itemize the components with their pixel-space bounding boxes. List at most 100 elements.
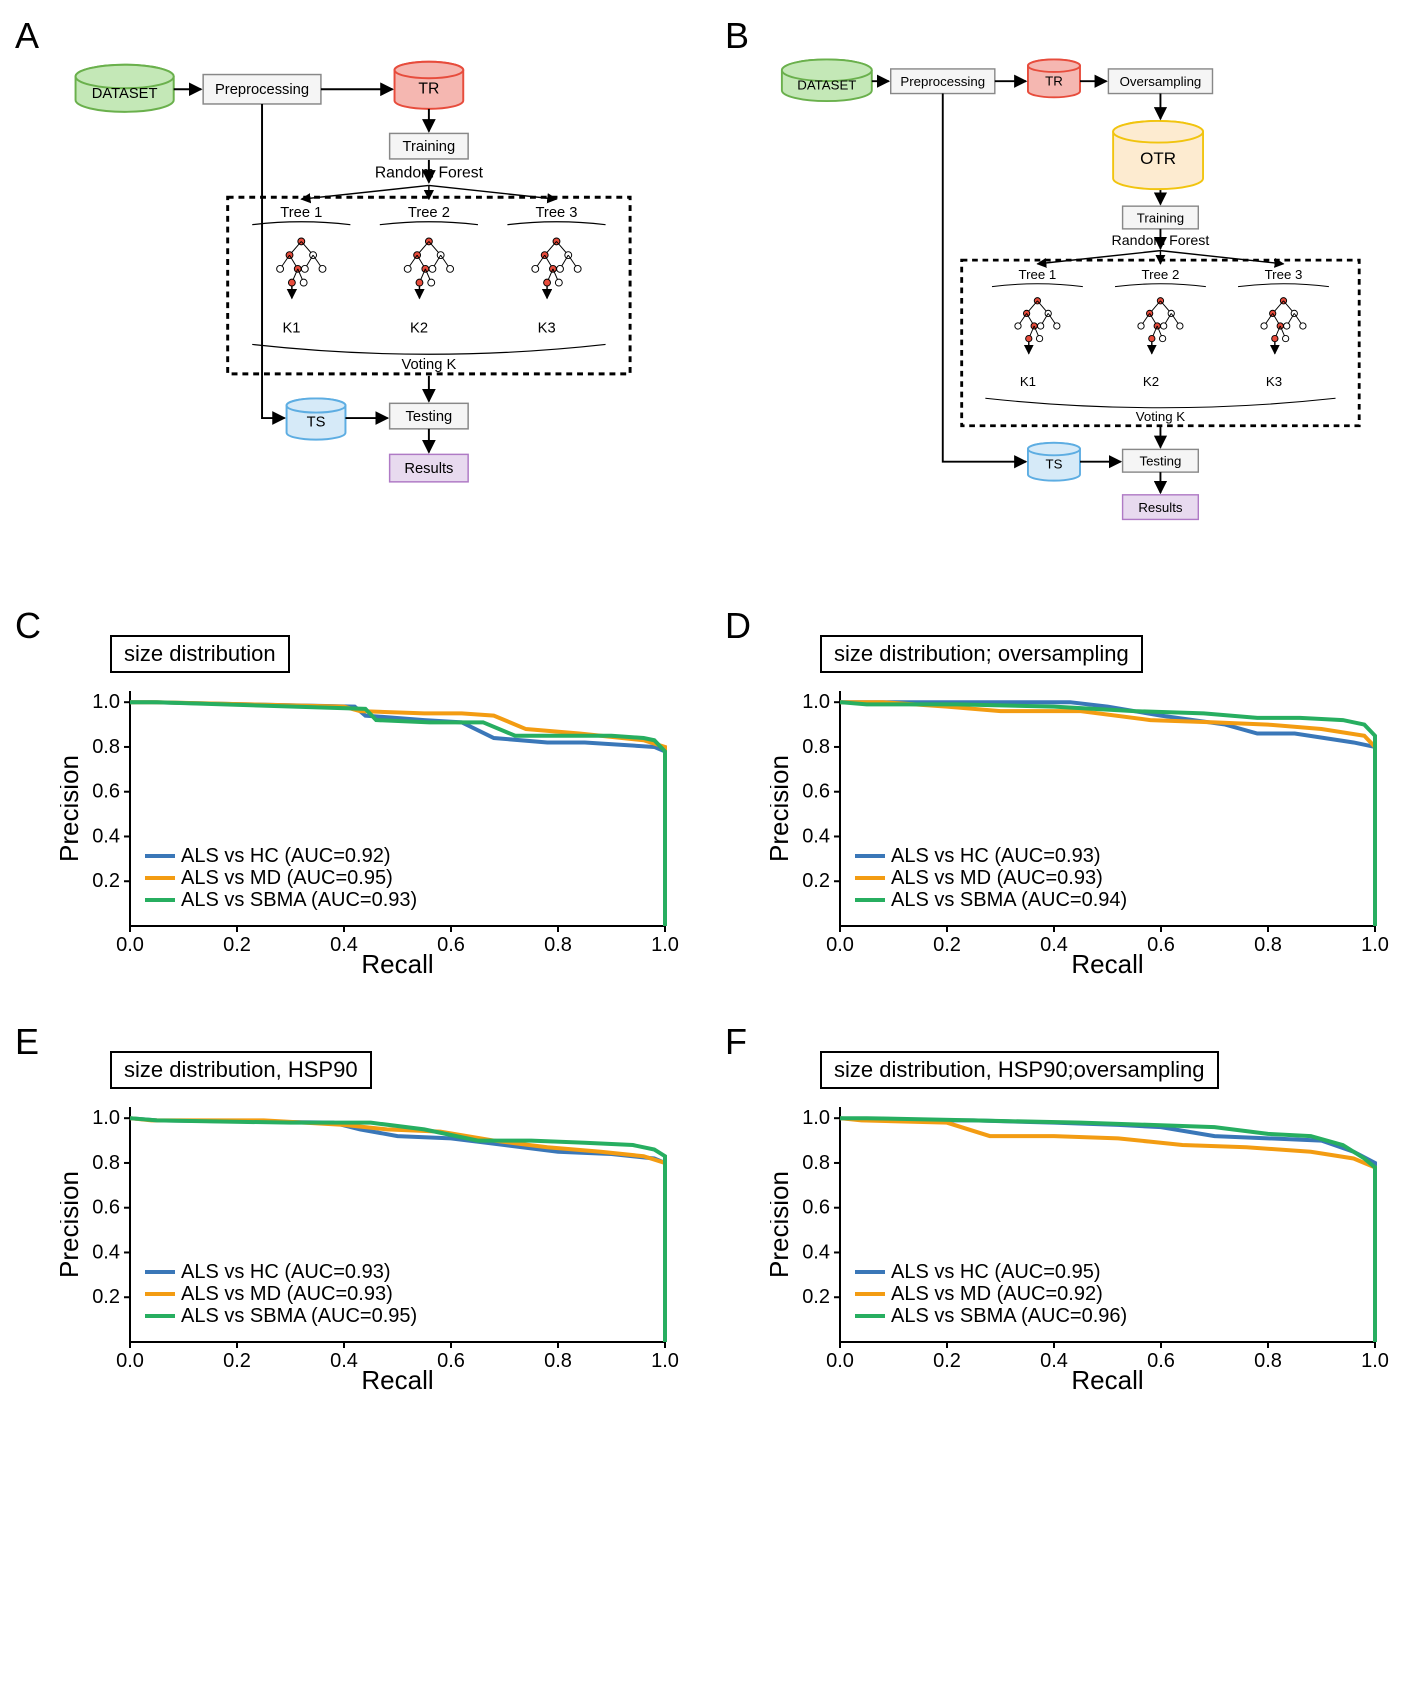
svg-text:0.2: 0.2 <box>802 870 830 892</box>
svg-text:Preprocessing: Preprocessing <box>900 74 985 89</box>
svg-text:0.4: 0.4 <box>1040 934 1068 956</box>
panel-D: D size distribution; oversampling 0.00.2… <box>730 610 1400 996</box>
svg-text:Tree 3: Tree 3 <box>1265 267 1303 282</box>
svg-text:TR: TR <box>418 80 439 97</box>
svg-text:1.0: 1.0 <box>1361 1350 1389 1372</box>
svg-text:Voting K: Voting K <box>401 357 456 373</box>
svg-text:Preprocessing: Preprocessing <box>215 82 309 98</box>
svg-text:0.4: 0.4 <box>92 825 120 847</box>
svg-text:Tree 2: Tree 2 <box>1142 267 1180 282</box>
panel-E-label: E <box>15 1021 39 1063</box>
svg-text:Tree 2: Tree 2 <box>408 205 450 221</box>
svg-text:Tree 1: Tree 1 <box>280 205 322 221</box>
svg-text:ALS vs SBMA (AUC=0.94): ALS vs SBMA (AUC=0.94) <box>891 889 1127 911</box>
svg-text:0.6: 0.6 <box>802 781 830 803</box>
svg-text:0.8: 0.8 <box>802 1152 830 1174</box>
svg-text:DATASET: DATASET <box>797 77 856 92</box>
svg-text:ALS vs HC (AUC=0.93): ALS vs HC (AUC=0.93) <box>181 1261 391 1283</box>
svg-text:0.0: 0.0 <box>116 934 144 956</box>
svg-text:0.6: 0.6 <box>1147 934 1175 956</box>
panel-D-label: D <box>725 605 751 647</box>
svg-text:ALS vs HC (AUC=0.95): ALS vs HC (AUC=0.95) <box>891 1261 1101 1283</box>
svg-text:Training: Training <box>1137 210 1184 225</box>
svg-text:0.6: 0.6 <box>802 1197 830 1219</box>
svg-text:Training: Training <box>403 139 456 155</box>
svg-text:ALS vs MD (AUC=0.95): ALS vs MD (AUC=0.95) <box>181 867 393 889</box>
flowchart-A: DATASETPreprocessingTRTrainingRandom For… <box>20 20 690 580</box>
svg-text:0.8: 0.8 <box>802 736 830 758</box>
svg-text:ALS vs MD (AUC=0.92): ALS vs MD (AUC=0.92) <box>891 1283 1103 1305</box>
chart-F-title: size distribution, HSP90;oversampling <box>820 1051 1219 1089</box>
flowchart-B: DATASETPreprocessingTROversamplingOTRTra… <box>730 20 1400 580</box>
chart-D: size distribution; oversampling 0.00.20.… <box>730 610 1400 996</box>
svg-text:0.4: 0.4 <box>802 1241 830 1263</box>
svg-text:0.4: 0.4 <box>802 825 830 847</box>
svg-text:Recall: Recall <box>1071 949 1143 979</box>
svg-text:0.8: 0.8 <box>544 1350 572 1372</box>
svg-text:K3: K3 <box>1266 374 1282 389</box>
panel-C-label: C <box>15 605 41 647</box>
chart-C: size distribution 0.0 0.2 0.4 0.6 0.8 1.0 0.2 0… <box>20 610 690 996</box>
panel-F-label: F <box>725 1021 747 1063</box>
svg-text:TS: TS <box>307 414 326 430</box>
svg-text:0.6: 0.6 <box>437 1350 465 1372</box>
svg-text:K2: K2 <box>1143 374 1159 389</box>
svg-text:K1: K1 <box>1020 374 1036 389</box>
svg-text:0.0: 0.0 <box>116 1350 144 1372</box>
svg-text:0.4: 0.4 <box>330 1350 358 1372</box>
svg-text:0.8: 0.8 <box>1254 1350 1282 1372</box>
svg-text:ALS vs SBMA (AUC=0.95): ALS vs SBMA (AUC=0.95) <box>181 1305 417 1327</box>
svg-text:Recall: Recall <box>361 1365 433 1395</box>
svg-text:Results: Results <box>404 461 453 477</box>
panel-E: E size distribution, HSP90 0.00.20.40.60… <box>20 1026 690 1412</box>
svg-text:0.2: 0.2 <box>223 934 251 956</box>
svg-text:ALS vs MD (AUC=0.93): ALS vs MD (AUC=0.93) <box>181 1283 393 1305</box>
chart-F: size distribution, HSP90;oversampling 0.… <box>730 1026 1400 1412</box>
svg-text:0.8: 0.8 <box>92 1152 120 1174</box>
svg-text:0.4: 0.4 <box>92 1241 120 1263</box>
svg-text:Testing: Testing <box>1139 453 1181 468</box>
figure-grid: A DATASETPreprocessingTRTrainingRandom F… <box>20 20 1398 1412</box>
svg-text:ALS vs MD (AUC=0.93): ALS vs MD (AUC=0.93) <box>891 867 1103 889</box>
svg-text:DATASET: DATASET <box>92 86 158 102</box>
svg-text:0.2: 0.2 <box>92 1286 120 1308</box>
chart-C-title: size distribution <box>110 635 290 673</box>
svg-text:0.2: 0.2 <box>933 934 961 956</box>
svg-text:ALS vs SBMA (AUC=0.93): ALS vs SBMA (AUC=0.93) <box>181 889 417 911</box>
svg-text:0.4: 0.4 <box>330 934 358 956</box>
svg-text:1.0: 1.0 <box>1361 934 1389 956</box>
svg-text:1.0: 1.0 <box>651 934 679 956</box>
svg-text:OTR: OTR <box>1140 149 1176 168</box>
svg-text:Tree 1: Tree 1 <box>1019 267 1057 282</box>
svg-text:0.8: 0.8 <box>544 934 572 956</box>
svg-text:Oversampling: Oversampling <box>1120 74 1202 89</box>
svg-text:ALS vs SBMA (AUC=0.96): ALS vs SBMA (AUC=0.96) <box>891 1305 1127 1327</box>
panel-C: C size distribution 0.00.20.40.60.81.00.… <box>20 610 690 996</box>
svg-text:0.2: 0.2 <box>92 870 120 892</box>
panel-A: A DATASETPreprocessingTRTrainingRandom F… <box>20 20 690 580</box>
svg-text:Results: Results <box>1138 500 1183 515</box>
svg-text:Precision: Precision <box>770 1171 794 1278</box>
svg-text:Recall: Recall <box>1071 1365 1143 1395</box>
svg-text:Voting K: Voting K <box>1136 409 1186 424</box>
svg-text:Precision: Precision <box>60 755 84 862</box>
svg-text:Recall: Recall <box>361 949 433 979</box>
svg-text:1.0: 1.0 <box>802 1107 830 1129</box>
panel-B: B DATASETPreprocessingTROversamplingOTRT… <box>730 20 1400 580</box>
svg-text:Precision: Precision <box>770 755 794 862</box>
svg-text:0.2: 0.2 <box>802 1286 830 1308</box>
svg-text:Tree 3: Tree 3 <box>535 205 577 221</box>
svg-text:ALS vs HC (AUC=0.93): ALS vs HC (AUC=0.93) <box>891 845 1101 867</box>
svg-text:Precision: Precision <box>60 1171 84 1278</box>
svg-text:1.0: 1.0 <box>651 1350 679 1372</box>
svg-text:1.0: 1.0 <box>802 691 830 713</box>
chart-D-title: size distribution; oversampling <box>820 635 1143 673</box>
chart-E: size distribution, HSP90 0.0 0.2 0.4 0.6 0.8… <box>20 1026 690 1412</box>
panel-F: F size distribution, HSP90;oversampling … <box>730 1026 1400 1412</box>
svg-text:0.6: 0.6 <box>92 781 120 803</box>
chart-E-title: size distribution, HSP90 <box>110 1051 372 1089</box>
svg-text:Testing: Testing <box>406 409 453 425</box>
svg-text:0.6: 0.6 <box>437 934 465 956</box>
svg-text:K3: K3 <box>538 321 556 337</box>
svg-text:0.8: 0.8 <box>92 736 120 758</box>
